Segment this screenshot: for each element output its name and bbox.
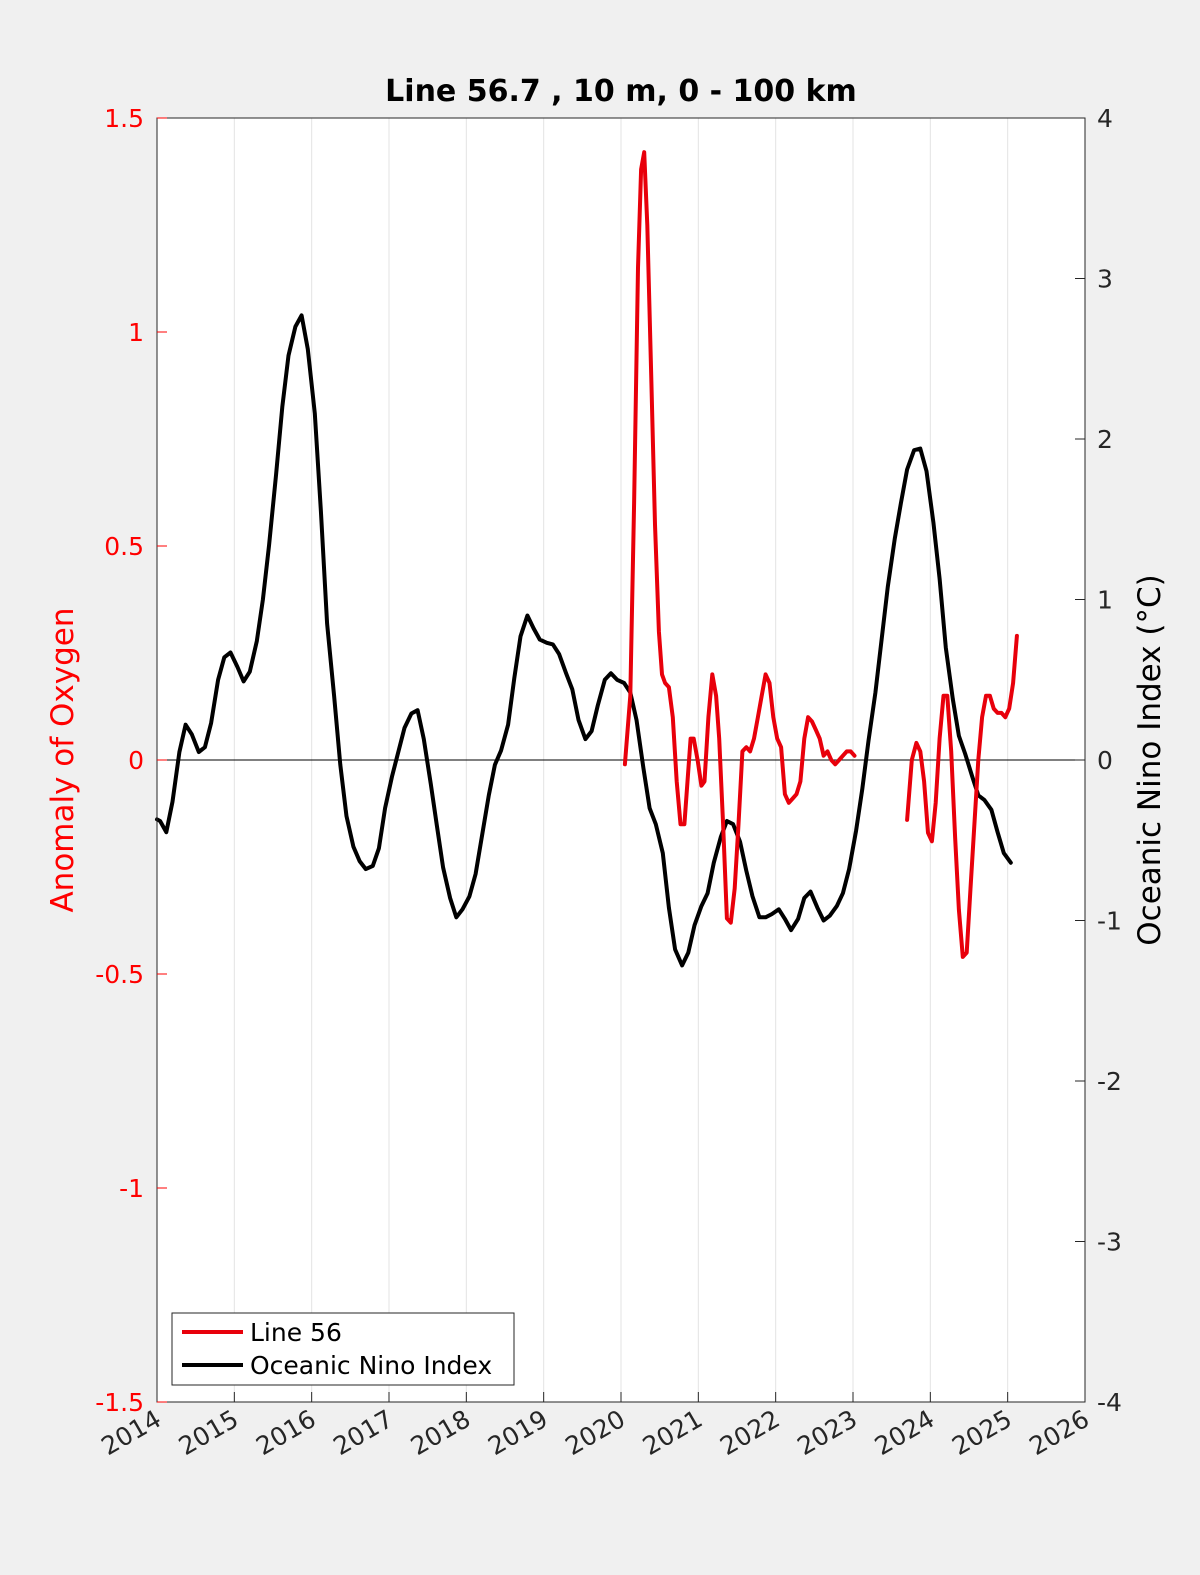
y-left-tick-label: -1.5 bbox=[95, 1388, 144, 1417]
y-right-tick-label: -1 bbox=[1097, 907, 1122, 936]
series-line-line-56-segment-0 bbox=[622, 150, 857, 925]
y-right-tick-label: 2 bbox=[1097, 425, 1113, 454]
y-right-tick-label: -3 bbox=[1097, 1228, 1122, 1257]
y-right-tick-label: 3 bbox=[1097, 265, 1113, 294]
legend-box bbox=[171, 1312, 515, 1386]
y-right-tick-label: -4 bbox=[1097, 1388, 1122, 1417]
y-left-tick-label: -0.5 bbox=[95, 960, 144, 989]
y-right-tick-label: 1 bbox=[1097, 586, 1113, 615]
chart-title: Line 56.7 , 10 m, 0 - 100 km bbox=[385, 74, 857, 109]
y-left-tick-label: 0 bbox=[128, 746, 144, 775]
series-line-oceanic-nino-index-segment-0 bbox=[155, 313, 1013, 968]
y-left-tick-label: 1 bbox=[128, 318, 144, 347]
legend-label-line-56: Line 56 bbox=[250, 1318, 342, 1347]
series-lines bbox=[155, 150, 1019, 968]
y-left-tick-label: -1 bbox=[119, 1174, 144, 1203]
y-left-tick-label: 1.5 bbox=[104, 104, 144, 133]
y-right-axis-label: Oceanic Nino Index (°C) bbox=[1132, 574, 1168, 945]
y-right-axis-ticks: -4 -3 -2 -1 0 1 2 3 4 bbox=[1075, 104, 1122, 1417]
y-left-axis-label: Anomaly of Oxygen bbox=[45, 607, 81, 912]
y-right-tick-label: 4 bbox=[1097, 104, 1113, 133]
legend[interactable]: Line 56 Oceanic Nino Index bbox=[171, 1312, 515, 1386]
series-line-line-56-segment-1 bbox=[905, 633, 1019, 959]
y-left-axis-ticks: -1.5 -1 -0.5 0 0.5 1 1.5 bbox=[95, 104, 167, 1417]
y-right-tick-label: -2 bbox=[1097, 1067, 1122, 1096]
legend-label-oni: Oceanic Nino Index bbox=[250, 1351, 492, 1380]
y-right-tick-label: 0 bbox=[1097, 746, 1113, 775]
y-left-tick-label: 0.5 bbox=[104, 532, 144, 561]
